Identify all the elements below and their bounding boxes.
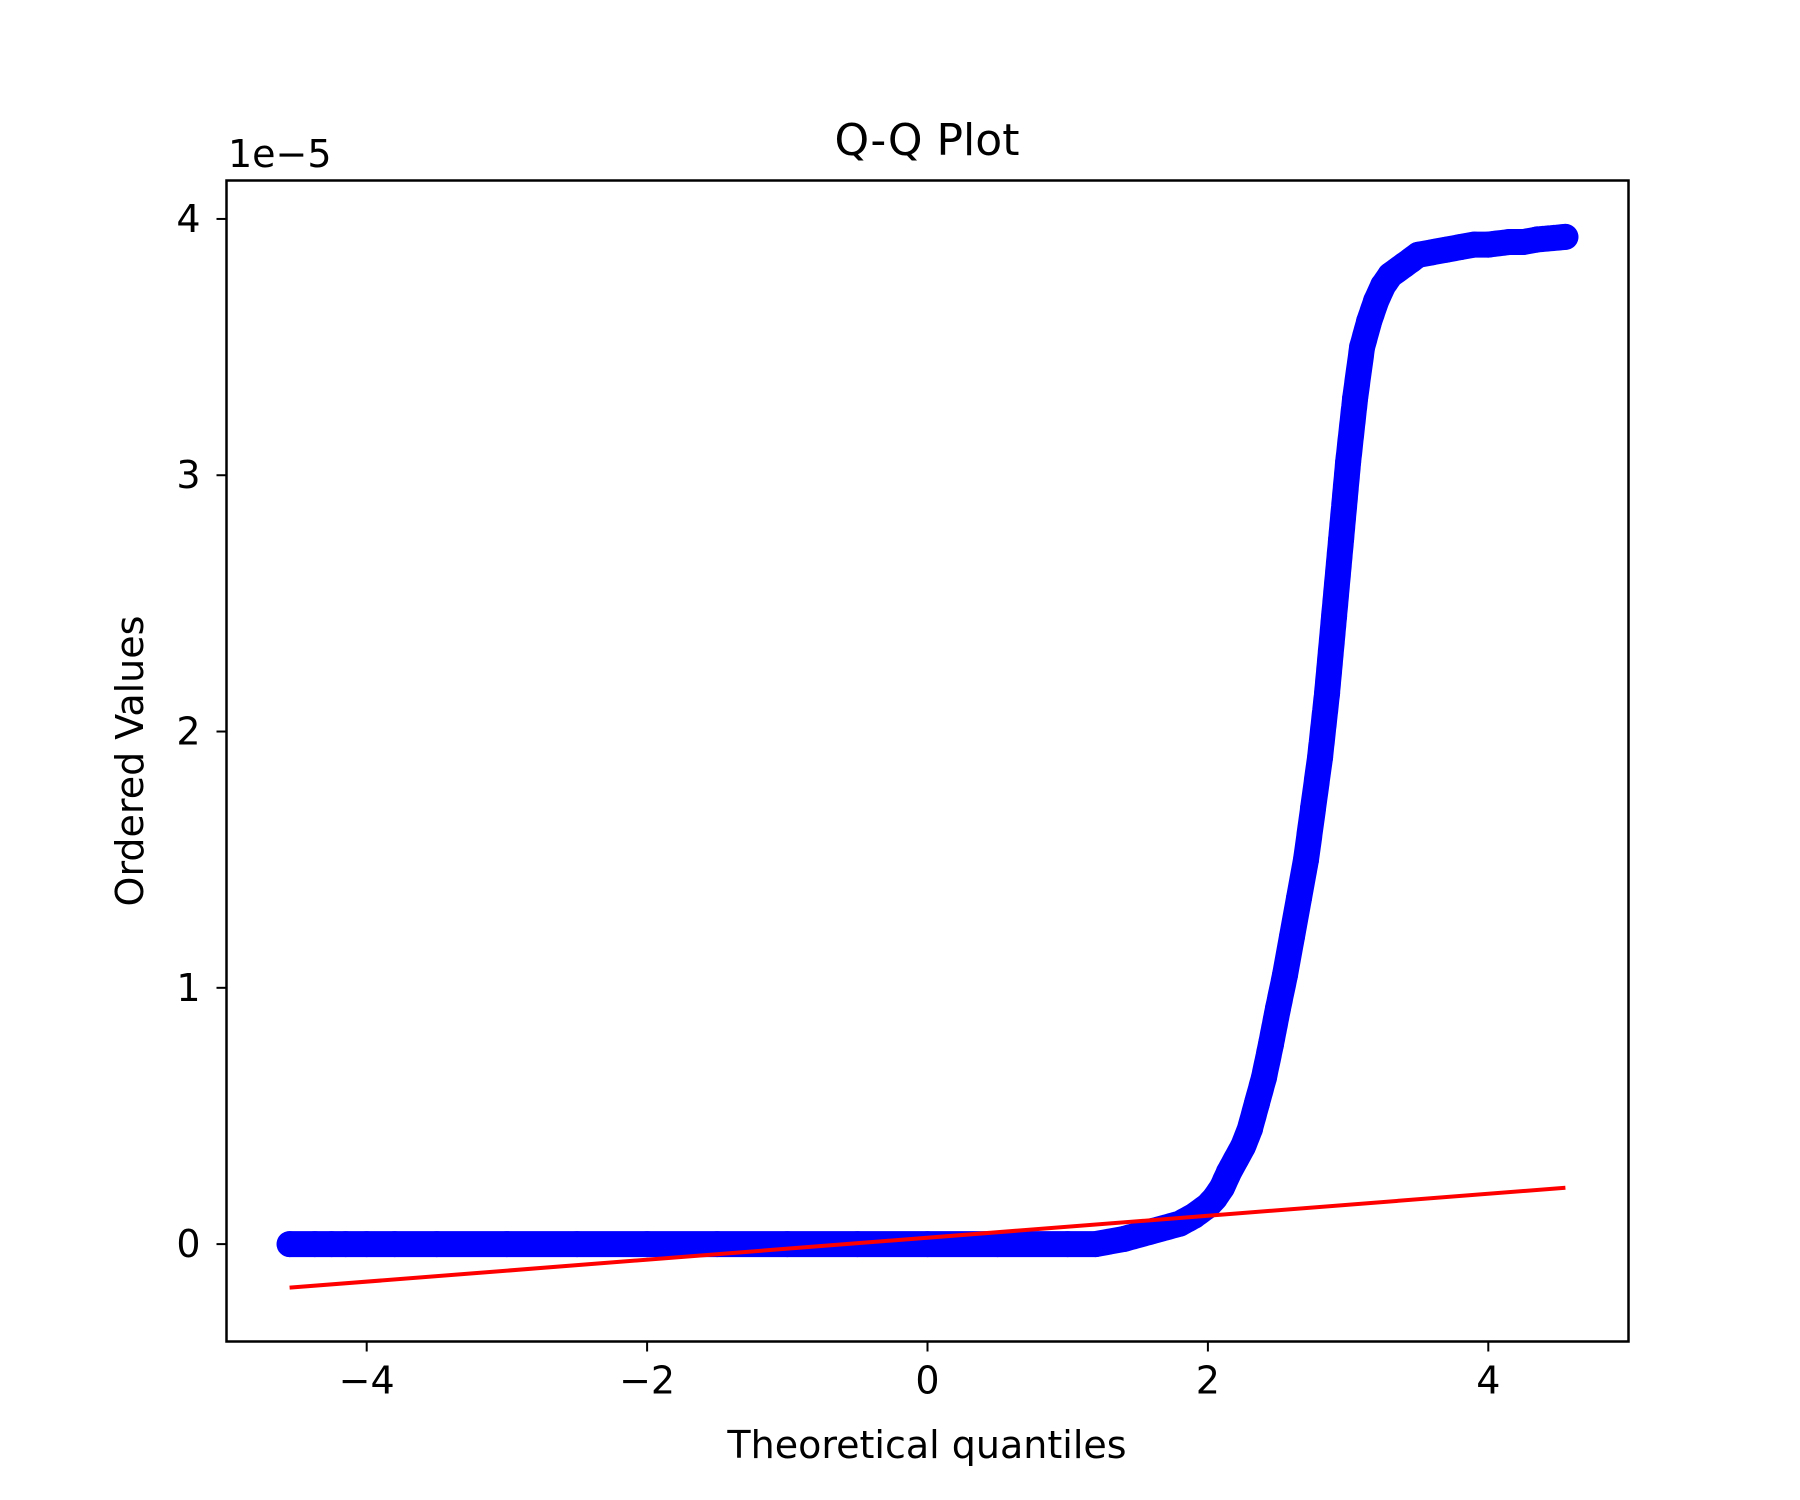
x-tick-label: −2 [619,1359,675,1403]
y-tick-label: 1 [176,966,200,1010]
scatter-point [1083,1231,1109,1257]
scatter-point [1307,744,1333,770]
chart-title: Q-Q Plot [835,115,1020,166]
scatter-point [1251,1065,1277,1091]
scatter-point [1524,226,1550,252]
scatter-point [494,1231,520,1257]
scatter-point [1265,995,1291,1021]
scatter-point [634,1231,660,1257]
x-tick-label: 2 [1196,1359,1220,1403]
scatter-point [1321,603,1347,629]
scatter-point [1258,1031,1284,1057]
x-axis-label: Theoretical quantiles [726,1423,1126,1467]
scatter-point [424,1231,450,1257]
scatter-point [1055,1231,1081,1257]
scatter-point [1279,924,1305,950]
scatter-point [1552,224,1578,250]
scatter-point [564,1231,590,1257]
y-offset-label: 1e−5 [228,132,332,176]
scatter-point [1349,334,1375,360]
scatter-point [382,1231,408,1257]
scatter-point [354,1231,380,1257]
scatter-point [1244,1090,1270,1116]
x-tick-label: 4 [1476,1359,1500,1403]
y-tick-label: 4 [176,197,200,241]
y-tick-label: 0 [176,1222,200,1266]
y-tick-label: 3 [176,453,200,497]
scatter-point [1272,962,1298,988]
scatter-point [1286,885,1312,911]
x-tick-label: 0 [915,1359,939,1403]
scatter-point [1314,680,1340,706]
x-tick-label: −4 [339,1359,395,1403]
scatter-point [1342,385,1368,411]
scatter-point [1237,1116,1263,1142]
scatter-point [774,1231,800,1257]
scatter-point [1300,795,1326,821]
y-axis-label: Ordered Values [108,616,152,907]
y-tick-label: 2 [176,710,200,754]
scatter-point [1328,526,1354,552]
scatter-point [985,1231,1011,1257]
scatter-point [1335,449,1361,475]
scatter-point [1293,847,1319,873]
scatter-point [277,1231,303,1257]
scatter-point [1111,1226,1137,1252]
